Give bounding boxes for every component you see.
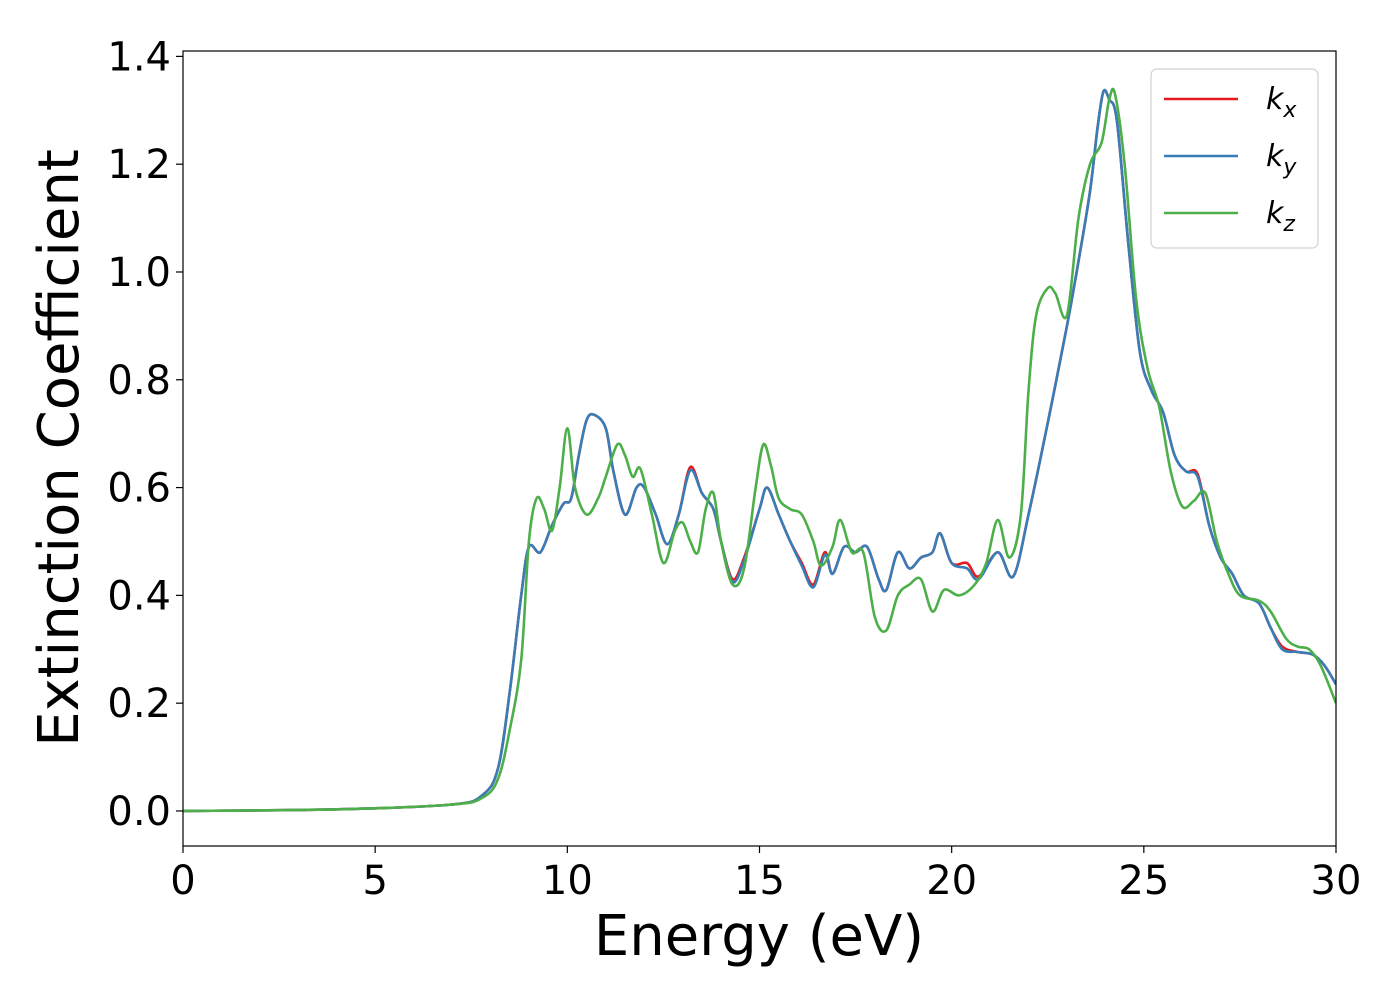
y-tick-label: 0.0 <box>107 789 171 835</box>
y-tick-label: 0.2 <box>107 681 171 727</box>
legend-label-z: kz <box>1266 196 1295 237</box>
y-axis: 0.0 0.2 0.4 0.6 0.8 1.0 1.2 1.4 <box>107 34 183 835</box>
series-line-z <box>183 87 1336 813</box>
x-tick-label: 20 <box>926 858 977 904</box>
x-tick-label: 30 <box>1311 858 1362 904</box>
y-axis-label: Extinction Coefficient <box>27 149 92 747</box>
series-line-y <box>183 88 1336 813</box>
legend-label-y: ky <box>1266 139 1297 180</box>
x-axis: 0 5 10 15 20 25 30 <box>170 846 1361 904</box>
y-tick-label: 1.4 <box>107 34 171 80</box>
x-tick-label: 15 <box>734 858 785 904</box>
x-tick-label: 25 <box>1118 858 1169 904</box>
y-tick-label: 0.6 <box>107 466 171 512</box>
series-layer <box>183 87 1336 813</box>
legend: kx ky kz <box>1150 68 1319 249</box>
y-tick-label: 1.0 <box>107 250 171 296</box>
y-tick-label: 0.8 <box>107 358 171 404</box>
x-tick-label: 0 <box>170 858 195 904</box>
legend-box <box>1150 68 1319 249</box>
y-tick-label: 0.4 <box>107 573 171 619</box>
legend-label-x: kx <box>1266 82 1297 123</box>
x-axis-label: Energy (eV) <box>594 904 924 969</box>
y-tick-label: 1.2 <box>107 142 171 188</box>
x-tick-label: 5 <box>362 858 387 904</box>
x-tick-label: 10 <box>542 858 593 904</box>
